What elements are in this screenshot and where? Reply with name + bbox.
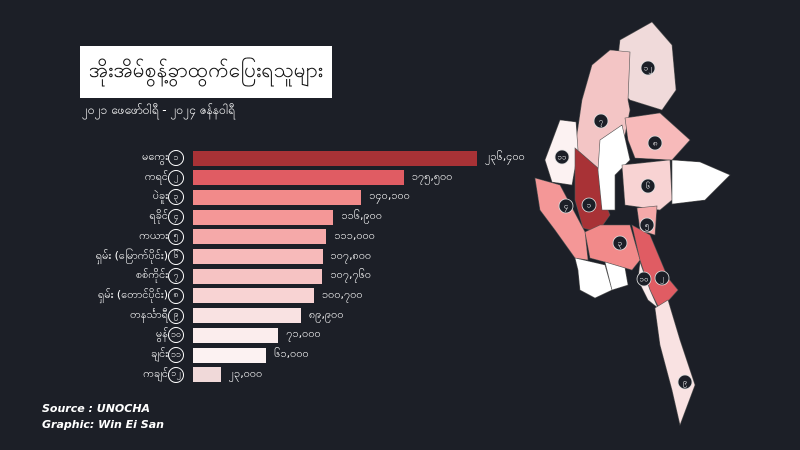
category-label: ကရင်	[144, 169, 168, 183]
bar	[193, 268, 323, 284]
bar	[193, 327, 279, 343]
svg-text:၈: ၈	[653, 139, 658, 148]
category-label: ရှမ်း (မြောက်ပိုင်း)	[95, 248, 168, 262]
svg-text:၇: ၇	[599, 117, 604, 128]
bar-row: မကွေး၁ ၂၃၆,၄၀၀	[0, 150, 800, 166]
map-region-mandalay	[597, 124, 631, 211]
value-label: ၂၃,၀၀၀	[228, 366, 263, 380]
map-marker: ၁	[581, 197, 597, 213]
map-region-kayin	[631, 224, 679, 311]
map-marker: ၉	[677, 374, 693, 390]
rank-badge: ၅	[168, 228, 184, 245]
map-marker: ၆	[640, 178, 656, 194]
bar	[193, 150, 477, 166]
value-label: ၁၇၅,၅၀၀	[411, 169, 453, 183]
source-credit: Source : UNOCHA	[42, 402, 151, 415]
map-marker: ၁၂	[640, 60, 656, 76]
svg-text:၁၀: ၁၀	[640, 275, 649, 284]
rank-badge: ၈	[168, 287, 184, 304]
category-label: ကယား	[139, 228, 168, 242]
value-label: ၁၀၇,၇၆၀	[330, 268, 372, 282]
bar	[193, 170, 404, 186]
svg-text:၂: ၂	[660, 274, 664, 285]
svg-text:၄: ၄	[564, 202, 569, 213]
svg-text:၆: ၆	[646, 181, 651, 191]
map-marker: ၄	[558, 198, 574, 214]
bar	[193, 209, 334, 225]
rank-badge: ၇	[168, 268, 184, 285]
rank-badge: ၂	[168, 169, 184, 186]
bar-row: ရှမ်း (တောင်ပိုင်း) ၈ ၁၀၀,၇၀၀	[0, 287, 800, 304]
rank-badge: ၆	[168, 248, 184, 265]
bar-row: ပဲခူး၃ ၁၄၀,၁၀၀	[0, 189, 800, 206]
svg-text:၃: ၃	[618, 239, 623, 250]
value-label: ၁၀၇,၈၀၀	[330, 248, 372, 262]
rank-badge: ၉	[168, 307, 184, 324]
bar-row: ကချင် ၁၂ ၂၃,၀၀၀	[0, 366, 800, 383]
value-label: ၇၁,၀၀၀	[286, 327, 321, 341]
category-label: ရှမ်း (တောင်ပိုင်း)	[98, 287, 168, 301]
map-marker: ၁၀	[636, 271, 652, 287]
chart-subtitle: ၂၀၂၁ ဖေဖော်ဝါရီ - ၂၀၂၄ ဇန်နဝါရီ	[82, 103, 235, 117]
map-region-tanintharyi	[654, 299, 696, 427]
bar-row: ရှမ်း (မြောက်ပိုင်း) ၆ ၁၀၇,၈၀၀	[0, 248, 800, 265]
map-region-shan-east	[671, 159, 731, 205]
rank-badge: ၃	[168, 189, 184, 206]
map-region-yangon	[604, 261, 629, 291]
map-marker: ၂	[654, 270, 670, 286]
chart-title: အိုးအိမ်စွန့်ခွာထွက်ပြေးရသူများ	[80, 46, 332, 98]
map-region-ayeyarwady	[574, 257, 613, 299]
map-marker: ၈	[647, 135, 663, 151]
category-label: မကွေး	[142, 150, 168, 163]
value-label: ၂၃၆,၄၀၀	[485, 150, 525, 163]
value-label: ၆၁,၀၀၀	[274, 347, 309, 360]
rank-badge: ၁၀	[168, 327, 184, 344]
bar-row: ချင်း ၁၁ ၆၁,၀၀၀	[0, 347, 800, 363]
rank-badge: ၄	[168, 209, 184, 226]
rank-badge: ၁၁	[168, 347, 184, 363]
value-label: ၁၄၀,၁၀၀	[369, 189, 410, 203]
value-label: ၁၀၀,၇၀၀	[321, 287, 363, 301]
map-marker: ၇	[593, 113, 609, 129]
svg-text:၁: ၁	[587, 201, 592, 210]
svg-text:၁၂: ၁၂	[644, 64, 653, 75]
rank-badge: ၁၂	[168, 366, 184, 383]
value-label: ၁၁၁,၀၀၀	[334, 228, 375, 242]
svg-text:၁၁: ၁၁	[558, 153, 567, 162]
bar-row: မွန် ၁၀ ၇၁,၀၀၀	[0, 327, 800, 344]
bar	[193, 288, 314, 304]
map-marker: ၅	[639, 217, 655, 233]
bar	[193, 308, 301, 324]
category-label: ချင်း	[151, 347, 168, 360]
category-label: ရခိုင်	[149, 209, 168, 223]
bar-row: တနင်္သာရီ၉ ၈၉,၉၀၀	[0, 307, 800, 324]
category-label: ပဲခူး	[152, 189, 168, 203]
bar-row: ကရင်၂ ၁၇၅,၅၀၀	[0, 169, 800, 186]
bar	[193, 367, 221, 383]
map-region-rakhine	[534, 177, 589, 261]
rank-badge: ၁	[168, 150, 184, 166]
value-label: ၈၉,၉၀၀	[309, 307, 344, 321]
map-marker: ၃	[612, 235, 628, 251]
graphic-credit: Graphic: Win Ei San	[42, 418, 164, 431]
category-label: မွန်	[156, 327, 168, 341]
category-label: စစ်ကိုင်း	[135, 268, 168, 282]
svg-text:၅: ၅	[645, 221, 650, 232]
bar-row: ကယား၅ ၁၁၁,၀၀၀	[0, 228, 800, 245]
value-label: ၁၁၆,၉၀၀	[341, 209, 383, 223]
bar	[193, 347, 267, 363]
bar	[193, 229, 327, 245]
bar-row: ရခိုင်၄ ၁၁၆,၉၀၀	[0, 209, 800, 226]
bar	[193, 249, 323, 264]
svg-text:၉: ၉	[683, 378, 688, 389]
category-label: တနင်္သာရီ	[130, 307, 168, 321]
map-region-bago	[584, 224, 641, 271]
bar-row: စစ်ကိုင်း၇ ၁၀၇,၇၆၀	[0, 268, 800, 285]
map-marker: ၁၁	[554, 149, 570, 165]
category-label: ကချင်	[143, 366, 168, 380]
bar	[193, 189, 362, 205]
